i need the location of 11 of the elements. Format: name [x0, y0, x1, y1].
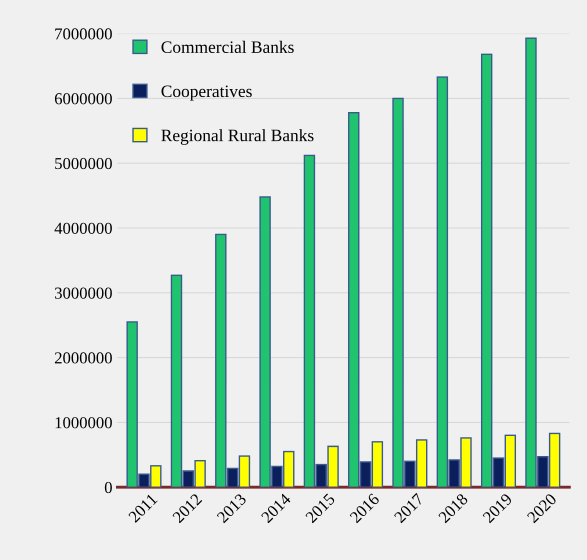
y-tick-label: 3000000: [55, 288, 112, 299]
legend-label: Cooperatives: [162, 85, 252, 101]
y-tick-label: 7000000: [55, 28, 112, 40]
y-tick-label: 4000000: [54, 222, 112, 234]
y-tick-label: 5000000: [55, 158, 112, 170]
y-tick-label: 6000000: [54, 93, 112, 104]
legend-label: Commercial Banks: [162, 40, 294, 53]
legend-label: Regional Rural Banks: [161, 129, 314, 145]
y-tick-label: 0: [104, 482, 112, 494]
y-tick-label: 2000000: [54, 352, 112, 364]
y-tick-label: 1000000: [56, 417, 112, 428]
